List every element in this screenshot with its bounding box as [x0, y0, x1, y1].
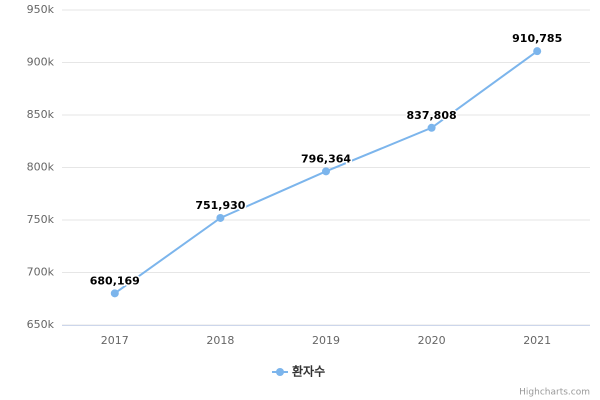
point[interactable]	[110, 289, 119, 298]
point[interactable]	[216, 213, 225, 222]
point[interactable]	[533, 47, 542, 56]
y-tick-label: 950k	[27, 3, 55, 16]
y-tick-label: 900k	[27, 56, 55, 69]
data-label: 796,364	[301, 152, 351, 165]
point[interactable]	[322, 167, 330, 176]
y-tick-label: 650k	[27, 318, 55, 331]
credits[interactable]: Highcharts.com	[519, 388, 590, 398]
data-label: 751,930	[195, 199, 245, 212]
y-tick-label: 800k	[27, 161, 55, 174]
data-label: 910,785	[512, 32, 562, 45]
x-tick-label: 2018	[206, 334, 234, 347]
point[interactable]	[427, 123, 436, 132]
data-label: 837,808	[407, 109, 457, 122]
y-tick-label: 850k	[27, 108, 55, 121]
x-tick-label: 2021	[523, 334, 551, 347]
legend-symbol	[276, 368, 284, 376]
x-tick-label: 2017	[101, 334, 129, 347]
y-tick-label: 750k	[27, 213, 55, 226]
legend-label[interactable]: 환자수	[292, 364, 325, 379]
x-tick-label: 2020	[418, 334, 446, 347]
data-label: 680,169	[90, 274, 140, 287]
x-tick-label: 2019	[312, 334, 340, 347]
y-tick-label: 700k	[27, 266, 55, 279]
